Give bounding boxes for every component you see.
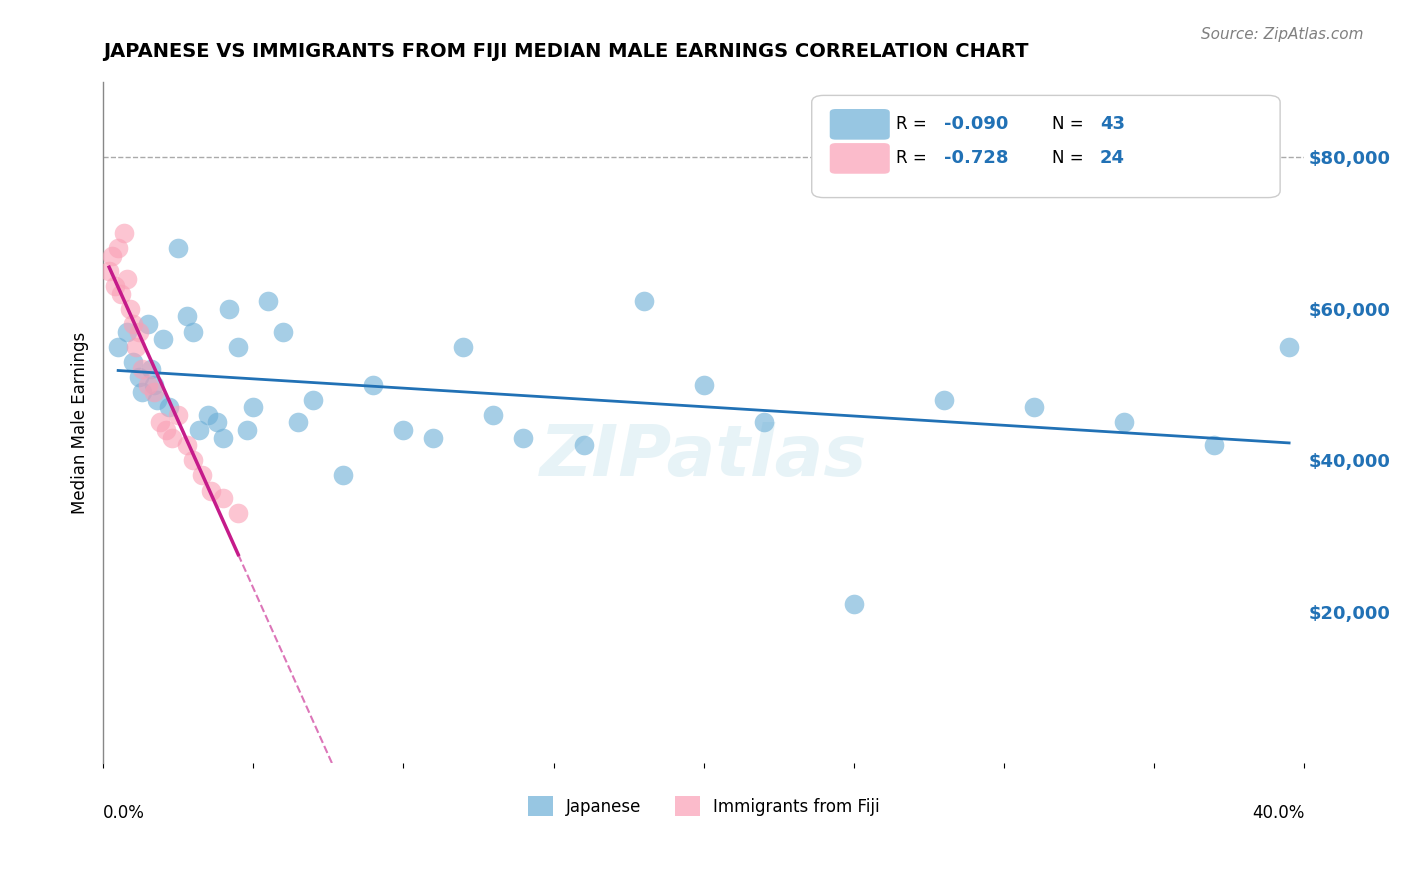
Point: [149, 416, 172, 430]
Point: [136, 377, 159, 392]
Point: [1112, 416, 1135, 430]
Point: [633, 294, 655, 309]
Point: [160, 431, 183, 445]
Point: [188, 423, 211, 437]
Point: [146, 392, 169, 407]
Point: [692, 377, 714, 392]
Point: [104, 279, 127, 293]
Point: [152, 332, 174, 346]
Point: [101, 249, 124, 263]
Point: [176, 310, 198, 324]
Point: [107, 340, 129, 354]
FancyBboxPatch shape: [830, 143, 890, 174]
Point: [128, 325, 150, 339]
Point: [287, 416, 309, 430]
Point: [226, 340, 249, 354]
Point: [453, 340, 475, 354]
Point: [181, 453, 204, 467]
Point: [176, 438, 198, 452]
Point: [392, 423, 415, 437]
Text: 0.0%: 0.0%: [103, 804, 145, 822]
Point: [205, 416, 228, 430]
Point: [191, 468, 214, 483]
Point: [512, 431, 534, 445]
Point: [167, 408, 190, 422]
Point: [131, 362, 153, 376]
Point: [271, 325, 294, 339]
FancyBboxPatch shape: [811, 95, 1279, 198]
Point: [218, 301, 240, 316]
Point: [1202, 438, 1225, 452]
Point: [200, 483, 222, 498]
Point: [115, 325, 138, 339]
Point: [197, 408, 219, 422]
Point: [212, 491, 235, 505]
Point: [257, 294, 280, 309]
Point: [932, 392, 955, 407]
Point: [122, 317, 145, 331]
Text: 24: 24: [1099, 149, 1125, 167]
Point: [155, 423, 177, 437]
Text: JAPANESE VS IMMIGRANTS FROM FIJI MEDIAN MALE EARNINGS CORRELATION CHART: JAPANESE VS IMMIGRANTS FROM FIJI MEDIAN …: [103, 42, 1029, 61]
Point: [112, 226, 135, 240]
Text: N =: N =: [1052, 115, 1088, 133]
Point: [226, 506, 249, 520]
Point: [98, 264, 121, 278]
Text: N =: N =: [1052, 149, 1088, 167]
Point: [107, 241, 129, 255]
Text: ZIPatlas: ZIPatlas: [540, 422, 868, 491]
Text: -0.728: -0.728: [943, 149, 1008, 167]
Text: R =: R =: [896, 115, 932, 133]
Point: [482, 408, 505, 422]
Point: [236, 423, 259, 437]
Point: [157, 401, 180, 415]
Text: 43: 43: [1099, 115, 1125, 133]
Point: [131, 385, 153, 400]
Text: 40.0%: 40.0%: [1251, 804, 1305, 822]
Point: [242, 401, 264, 415]
Point: [122, 355, 145, 369]
Point: [212, 431, 235, 445]
Point: [167, 241, 190, 255]
Point: [1022, 401, 1045, 415]
Text: Source: ZipAtlas.com: Source: ZipAtlas.com: [1201, 27, 1364, 42]
Point: [125, 340, 148, 354]
Point: [115, 271, 138, 285]
Legend: Japanese, Immigrants from Fiji: Japanese, Immigrants from Fiji: [522, 789, 886, 823]
Point: [842, 597, 865, 611]
Point: [422, 431, 444, 445]
Text: R =: R =: [896, 149, 932, 167]
Point: [136, 317, 159, 331]
Point: [143, 385, 166, 400]
Point: [1278, 340, 1301, 354]
Point: [572, 438, 595, 452]
Point: [110, 286, 132, 301]
FancyBboxPatch shape: [830, 109, 890, 140]
Point: [302, 392, 325, 407]
Point: [752, 416, 775, 430]
Point: [128, 370, 150, 384]
Point: [181, 325, 204, 339]
Point: [120, 301, 142, 316]
Text: -0.090: -0.090: [943, 115, 1008, 133]
Point: [141, 362, 163, 376]
Y-axis label: Median Male Earnings: Median Male Earnings: [72, 331, 89, 514]
Point: [363, 377, 385, 392]
Point: [332, 468, 354, 483]
Point: [143, 377, 166, 392]
